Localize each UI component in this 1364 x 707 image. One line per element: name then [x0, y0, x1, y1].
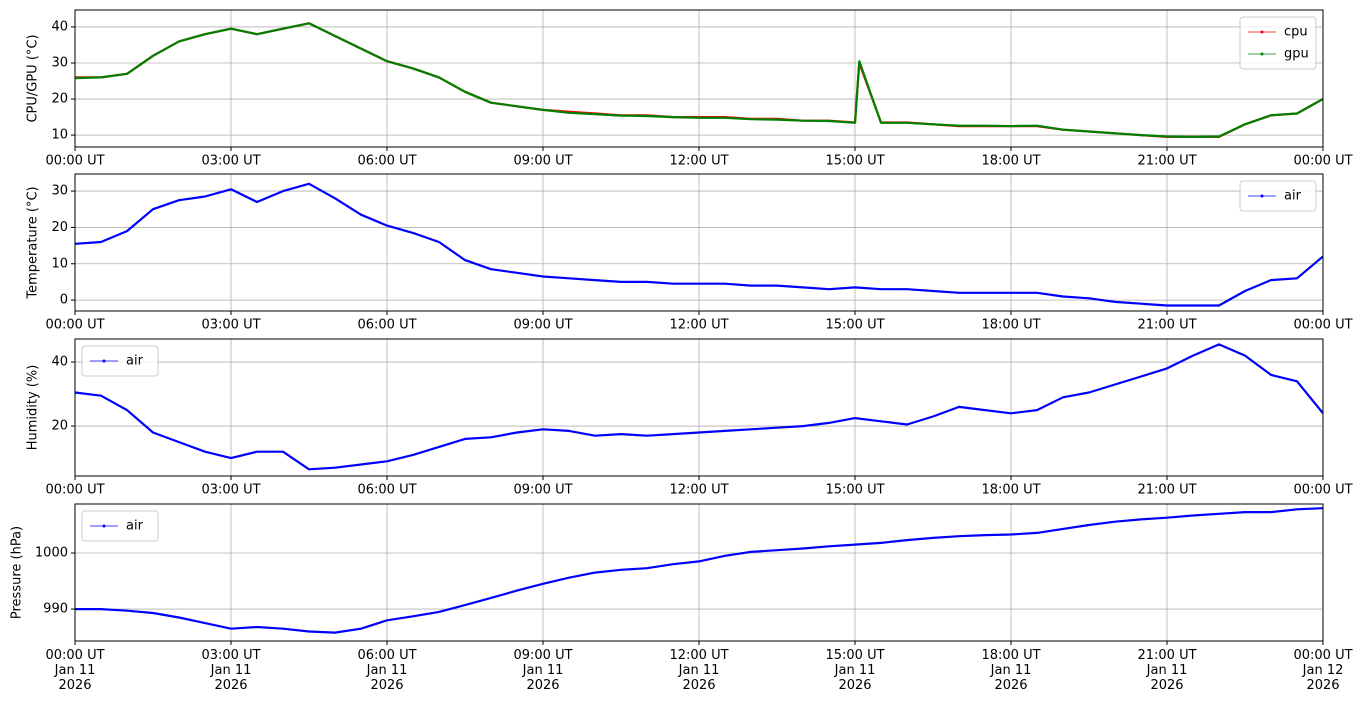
- y-axis-label: Pressure (hPa): [10, 526, 25, 619]
- legend-marker: [1260, 194, 1264, 198]
- x-tick-label: 15:00 UT: [825, 318, 884, 333]
- legend-box: [81, 345, 159, 377]
- y-tick-label: 1000: [35, 546, 68, 561]
- x-tick-label: 06:00 UT: [357, 483, 416, 498]
- x-tick-label: 12:00 UT: [669, 483, 728, 498]
- x-tick-label: 21:00 UT: [1137, 154, 1196, 169]
- x-tick-label: 21:00 UT: [1137, 318, 1196, 333]
- x-tick-label: 18:00 UT Jan 11 2026: [981, 648, 1040, 693]
- data-line: [75, 507, 1323, 634]
- x-tick-label: 12:00 UT: [669, 154, 728, 169]
- x-tick-label: 21:00 UT Jan 11 2026: [1137, 648, 1196, 693]
- legend-label: cpu: [1284, 25, 1308, 40]
- y-tick-label: 990: [43, 602, 68, 617]
- x-tick-label: 18:00 UT: [981, 154, 1040, 169]
- x-tick-label: 09:00 UT: [513, 318, 572, 333]
- data-line: [75, 343, 1323, 471]
- legend-box: [1239, 16, 1317, 70]
- legend-label: air: [1284, 189, 1302, 204]
- y-tick-label: 10: [51, 256, 68, 271]
- y-tick-label: 10: [51, 128, 68, 143]
- legend-label: gpu: [1284, 47, 1309, 62]
- y-tick-label: 20: [51, 220, 68, 235]
- x-tick-label: 09:00 UT Jan 11 2026: [513, 648, 572, 693]
- legend-marker: [1260, 30, 1264, 34]
- x-tick-label: 03:00 UT: [201, 483, 260, 498]
- y-tick-label: 30: [51, 55, 68, 70]
- y-axis-label: CPU/GPU (°C): [26, 34, 41, 122]
- x-tick-label: 03:00 UT: [201, 318, 260, 333]
- legend-box: [81, 510, 159, 542]
- x-tick-label: 00:00 UT: [45, 318, 104, 333]
- legend-label: air: [126, 519, 144, 534]
- x-tick-label: 06:00 UT: [357, 318, 416, 333]
- x-tick-label: 00:00 UT Jan 12 2026: [1293, 648, 1352, 693]
- x-tick-label: 00:00 UT: [1293, 318, 1352, 333]
- plot-frame: [74, 173, 1324, 312]
- x-tick-label: 15:00 UT: [825, 154, 884, 169]
- x-tick-label: 03:00 UT Jan 11 2026: [201, 648, 260, 693]
- y-tick-label: 40: [51, 19, 68, 34]
- x-tick-label: 21:00 UT: [1137, 483, 1196, 498]
- y-tick-label: 30: [51, 184, 68, 199]
- data-line: [75, 182, 1323, 307]
- x-tick-label: 00:00 UT Jan 11 2026: [45, 648, 104, 693]
- x-tick-label: 09:00 UT: [513, 483, 572, 498]
- legend-box: [1239, 180, 1317, 212]
- x-tick-label: 15:00 UT Jan 11 2026: [825, 648, 884, 693]
- legend-label: air: [126, 354, 144, 369]
- plot-frame: [74, 9, 1324, 148]
- y-axis-label: Temperature (°C): [26, 186, 41, 299]
- x-tick-label: 00:00 UT: [1293, 483, 1352, 498]
- y-tick-label: 20: [51, 92, 68, 107]
- x-tick-label: 12:00 UT Jan 11 2026: [669, 648, 728, 693]
- legend-marker: [102, 524, 106, 528]
- legend-marker: [102, 359, 106, 363]
- y-tick-label: 0: [60, 293, 68, 308]
- x-tick-label: 03:00 UT: [201, 154, 260, 169]
- y-axis-label: Humidity (%): [26, 365, 41, 451]
- x-tick-label: 09:00 UT: [513, 154, 572, 169]
- y-tick-label: 20: [51, 419, 68, 434]
- y-tick-label: 40: [51, 355, 68, 370]
- x-tick-label: 06:00 UT: [357, 154, 416, 169]
- x-tick-label: 12:00 UT: [669, 318, 728, 333]
- x-tick-label: 00:00 UT: [45, 154, 104, 169]
- legend-marker: [1260, 52, 1264, 56]
- x-tick-label: 00:00 UT: [45, 483, 104, 498]
- x-tick-label: 18:00 UT: [981, 483, 1040, 498]
- x-tick-label: 15:00 UT: [825, 483, 884, 498]
- plot-frame: [74, 503, 1324, 642]
- x-tick-label: 00:00 UT: [1293, 154, 1352, 169]
- plot-frame: [74, 338, 1324, 477]
- data-line: [75, 22, 1323, 138]
- x-tick-label: 06:00 UT Jan 11 2026: [357, 648, 416, 693]
- x-tick-label: 18:00 UT: [981, 318, 1040, 333]
